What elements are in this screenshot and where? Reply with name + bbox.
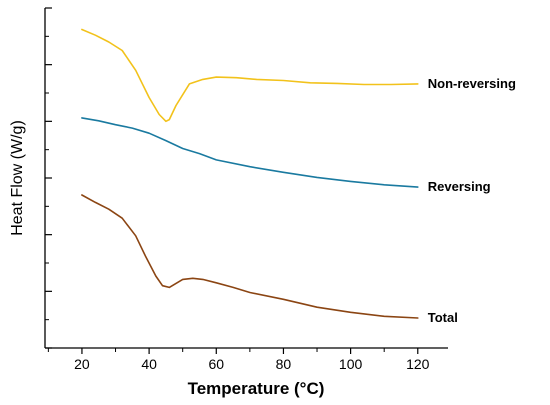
series-layer <box>81 28 419 319</box>
series-line-total <box>81 194 419 319</box>
series-line-non-reversing <box>81 28 419 123</box>
x-tick-label: 20 <box>74 356 90 372</box>
series-label-non-reversing: Non-reversing <box>428 76 516 91</box>
x-axis-label: Temperature (°C) <box>188 379 325 398</box>
y-axis-label: Heat Flow (W/g) <box>9 120 26 236</box>
y-axis-ticks <box>45 7 52 349</box>
x-tick-label: 60 <box>208 356 224 372</box>
series-label-reversing: Reversing <box>428 179 491 194</box>
x-tick-label: 100 <box>339 356 363 372</box>
series-labels: Non-reversing Reversing Total <box>428 76 516 325</box>
x-tick-label: 40 <box>141 356 157 372</box>
axes <box>44 8 448 349</box>
x-axis-ticks: 20 40 60 80 100 120 <box>47 348 430 372</box>
x-tick-label: 120 <box>406 356 430 372</box>
x-tick-label: 80 <box>276 356 292 372</box>
series-label-total: Total <box>428 310 458 325</box>
series-line-reversing <box>81 117 419 188</box>
